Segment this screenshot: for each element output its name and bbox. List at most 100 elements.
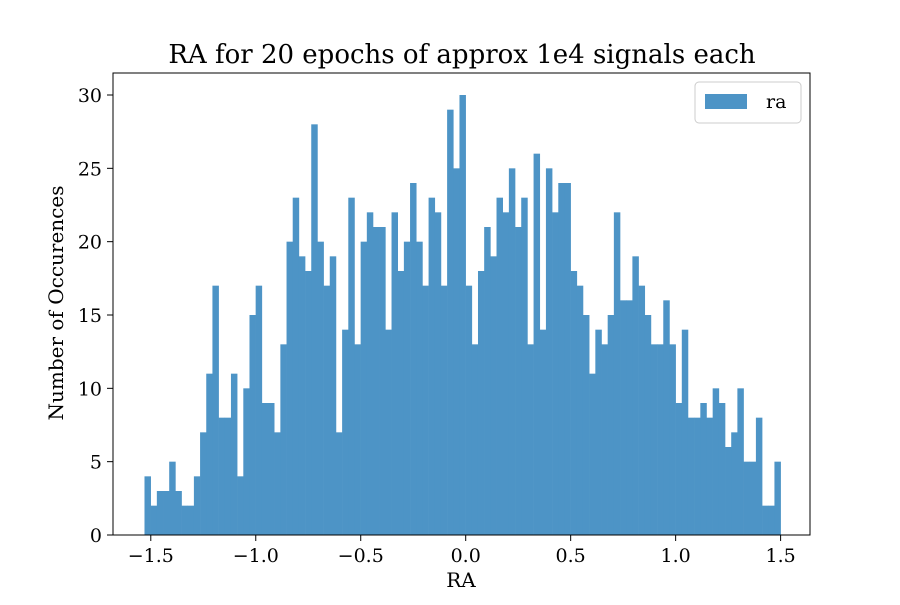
histogram-bar — [274, 432, 281, 535]
histogram-bar — [589, 373, 596, 535]
histogram-bar — [502, 212, 510, 536]
axes-spines — [112, 72, 811, 536]
histogram-bar — [311, 124, 318, 535]
histogram-bar — [725, 447, 732, 535]
histogram-bar — [755, 417, 763, 535]
histogram-bar — [428, 197, 436, 535]
histogram-bar — [749, 461, 757, 535]
chart-title: RA for 20 epochs of approx 1e4 signals e… — [168, 40, 756, 70]
histogram-bar — [286, 241, 294, 535]
histogram-bar — [675, 403, 683, 535]
histogram-bar — [558, 183, 565, 535]
histogram-bar — [385, 329, 392, 535]
histogram-bar — [687, 417, 695, 535]
histogram-bar — [650, 344, 658, 535]
histogram-bar — [545, 168, 553, 536]
histogram-bar — [700, 403, 707, 535]
histogram-bar — [268, 403, 275, 535]
histogram-bar — [663, 300, 670, 535]
x-tick-label: 0.5 — [556, 545, 586, 567]
histogram-bar — [620, 300, 627, 535]
histogram-bar — [465, 285, 473, 535]
histogram-bar — [298, 256, 306, 535]
histogram-bar — [632, 256, 639, 535]
histogram-bar — [508, 168, 516, 536]
histogram-bar — [379, 227, 386, 535]
histogram-bar — [496, 197, 503, 535]
y-tick-label: 5 — [90, 452, 102, 474]
histogram-bars — [144, 95, 781, 536]
histogram-bar — [712, 388, 720, 535]
histogram-bar — [515, 227, 522, 535]
histogram-bar — [230, 373, 238, 535]
histogram-bar — [237, 476, 244, 535]
histogram-bar — [348, 197, 355, 535]
histogram-bar — [681, 329, 689, 535]
x-axis-label: RA — [446, 568, 476, 592]
histogram-bar — [391, 212, 399, 536]
histogram-bar — [144, 476, 151, 535]
histogram-bar — [595, 329, 602, 535]
histogram-bar — [459, 95, 466, 535]
histogram-bar — [576, 285, 584, 535]
histogram-bar — [669, 344, 676, 535]
histogram-bar — [533, 153, 541, 535]
histogram-bar — [477, 271, 485, 535]
histogram-bar — [601, 344, 608, 535]
histogram-bar — [366, 212, 374, 536]
histogram-bar — [552, 212, 559, 536]
histogram-bar — [156, 491, 164, 535]
histogram-bar — [224, 417, 232, 535]
x-tick-label: 1.0 — [661, 545, 691, 567]
legend-label-ra: ra — [766, 91, 786, 113]
histogram-bar — [410, 183, 417, 535]
histogram-bar — [335, 432, 343, 535]
histogram-bar — [403, 241, 411, 535]
axes-frame — [112, 72, 811, 536]
histogram-bar — [626, 300, 633, 535]
y-tick-label: 15 — [78, 305, 102, 327]
histogram-bar — [354, 344, 361, 535]
histogram-bar — [471, 344, 479, 535]
x-axis-ticks: −1.5 −1.0 −0.5 0.0 0.5 1.0 1.5 — [128, 535, 796, 567]
histogram-bar — [613, 212, 621, 536]
histogram-bar — [193, 476, 201, 535]
histogram-bar — [718, 403, 726, 535]
histogram-bar — [175, 491, 182, 535]
histogram-bar — [440, 285, 448, 535]
histogram-bar — [657, 344, 664, 535]
histogram-bar — [261, 403, 269, 535]
histogram-bar — [243, 388, 250, 535]
histogram-bar — [249, 315, 256, 535]
histogram-bar — [539, 329, 547, 535]
histogram-bar — [694, 417, 701, 535]
histogram-bar — [181, 505, 189, 535]
histogram-bar — [527, 344, 534, 535]
histogram-bar — [768, 505, 775, 535]
histogram-bar — [416, 241, 423, 535]
histogram-bar — [731, 432, 738, 535]
histogram-bar — [372, 227, 380, 535]
histogram-bar — [737, 388, 744, 535]
x-tick-label: −0.5 — [338, 545, 384, 567]
histogram-bar — [280, 344, 287, 535]
histogram-bar — [397, 271, 405, 535]
histogram-bar — [255, 285, 263, 535]
y-tick-label: 25 — [78, 158, 102, 180]
histogram-bar — [607, 315, 615, 535]
histogram-bar — [638, 285, 646, 535]
histogram-bar — [706, 417, 713, 535]
histogram-bar — [342, 329, 349, 535]
histogram-bar — [163, 491, 170, 535]
x-tick-label: −1.5 — [128, 545, 174, 567]
histogram-bar — [434, 212, 442, 536]
histogram-bar — [453, 168, 460, 536]
y-axis-ticks: 0 5 10 15 20 25 30 — [78, 85, 113, 547]
histogram-bar — [582, 315, 590, 535]
histogram-bar — [774, 461, 781, 535]
histogram-bar — [743, 461, 751, 535]
histogram-bar — [206, 373, 213, 535]
legend-box — [694, 81, 802, 124]
